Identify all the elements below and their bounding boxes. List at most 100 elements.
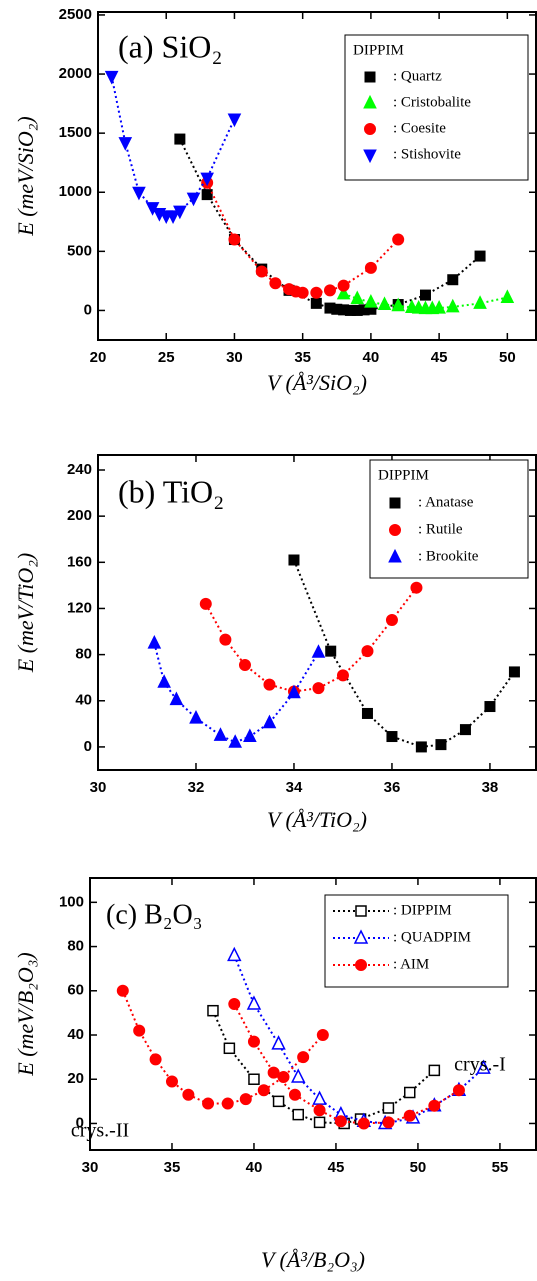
data-point	[364, 294, 378, 308]
data-point	[459, 724, 471, 736]
y-tick-label: 80	[75, 646, 92, 663]
legend-marker	[363, 149, 377, 164]
annotation: crys.-I	[454, 1054, 506, 1076]
data-point	[323, 284, 336, 297]
data-point	[419, 289, 431, 301]
x-tick-label: 34	[286, 779, 303, 796]
data-point	[186, 192, 201, 207]
data-point	[428, 1064, 441, 1077]
data-point	[271, 1035, 286, 1050]
data-point	[357, 1117, 370, 1130]
y-tick-label: 200	[67, 507, 92, 524]
data-point	[316, 1029, 329, 1042]
series-line	[153, 642, 320, 744]
data-point	[377, 296, 392, 311]
data-point	[239, 1093, 252, 1106]
data-point	[166, 210, 180, 225]
y-tick-label: 40	[75, 692, 92, 709]
y-tick-label: 60	[67, 982, 84, 999]
data-point	[350, 290, 365, 305]
legend-label: : Stishovite	[393, 146, 461, 162]
legend-marker	[355, 905, 367, 917]
y-axis-label: E (meV/TiO₂)	[13, 553, 38, 673]
data-point	[221, 1097, 234, 1110]
series-line	[121, 990, 324, 1105]
y-tick-label: 240	[67, 461, 92, 478]
data-point	[364, 261, 377, 274]
series-line	[178, 138, 481, 312]
data-point	[147, 634, 162, 649]
legend-marker	[364, 71, 376, 83]
data-point	[473, 295, 487, 309]
data-point	[382, 1116, 395, 1129]
x-tick-label: 25	[158, 349, 175, 366]
data-point	[243, 728, 257, 743]
x-tick-label: 45	[328, 1159, 345, 1176]
legend-label: : DIPPIM	[393, 902, 452, 918]
x-tick-label: 30	[226, 349, 243, 366]
data-point	[336, 285, 351, 300]
data-point	[213, 727, 228, 741]
y-tick-label: 2000	[59, 65, 92, 82]
series-line	[204, 587, 418, 693]
y-tick-label: 120	[67, 599, 92, 616]
data-point	[199, 597, 212, 610]
chart-title: (b) TiO₂	[118, 473, 224, 509]
y-tick-label: 1000	[59, 183, 92, 200]
data-point	[386, 731, 398, 743]
data-point	[262, 714, 277, 729]
data-point	[310, 286, 323, 299]
data-point	[200, 172, 214, 187]
data-point	[255, 265, 268, 278]
legend-label: : Coesite	[393, 120, 446, 136]
x-tick-label: 55	[492, 1159, 509, 1176]
data-point	[228, 734, 242, 748]
data-point	[263, 678, 276, 691]
x-axis-label: V (Å³/SiO₂)	[267, 370, 367, 395]
data-point	[132, 186, 146, 201]
data-point	[133, 1024, 146, 1037]
data-point	[149, 1053, 162, 1066]
legend-label: : Brookite	[418, 548, 479, 564]
legend-box	[369, 459, 529, 579]
data-point	[297, 1051, 310, 1064]
y-tick-label: 1500	[59, 124, 92, 141]
data-point	[361, 645, 374, 658]
data-point	[288, 554, 300, 566]
series-line	[110, 76, 236, 217]
data-point	[312, 682, 325, 695]
data-point	[313, 1104, 326, 1117]
data-point	[288, 1088, 301, 1101]
x-axis-label: V (Å³/B₂O₃)	[261, 1247, 365, 1272]
data-point	[361, 707, 373, 719]
x-tick-label: 38	[482, 779, 499, 796]
y-tick-label: 20	[67, 1070, 84, 1087]
data-point	[207, 1004, 219, 1017]
legend-marker	[389, 497, 401, 509]
data-point	[313, 1116, 326, 1129]
x-tick-label: 32	[188, 779, 205, 796]
data-point	[272, 1095, 285, 1108]
legend-label: : Anatase	[418, 494, 474, 510]
data-point	[219, 633, 232, 646]
data-point	[435, 739, 447, 751]
y-axis-label: E (meV/B₂O₃)	[13, 952, 38, 1076]
data-point	[484, 701, 496, 713]
data-point	[165, 1075, 178, 1088]
data-point	[257, 1084, 270, 1097]
data-point	[228, 998, 241, 1011]
legend-label: : Quartz	[393, 68, 442, 84]
series-line	[233, 1003, 460, 1125]
data-point	[428, 1099, 441, 1112]
data-point	[334, 1115, 347, 1128]
legend-marker	[388, 548, 402, 563]
data-point	[287, 684, 301, 699]
plot-frame	[89, 877, 537, 1151]
data-point	[223, 1042, 236, 1055]
data-point	[269, 277, 282, 290]
data-point	[174, 133, 186, 145]
data-point	[432, 299, 446, 314]
legend-label: : QUADPIM	[393, 929, 471, 945]
y-tick-label: 500	[67, 242, 92, 259]
